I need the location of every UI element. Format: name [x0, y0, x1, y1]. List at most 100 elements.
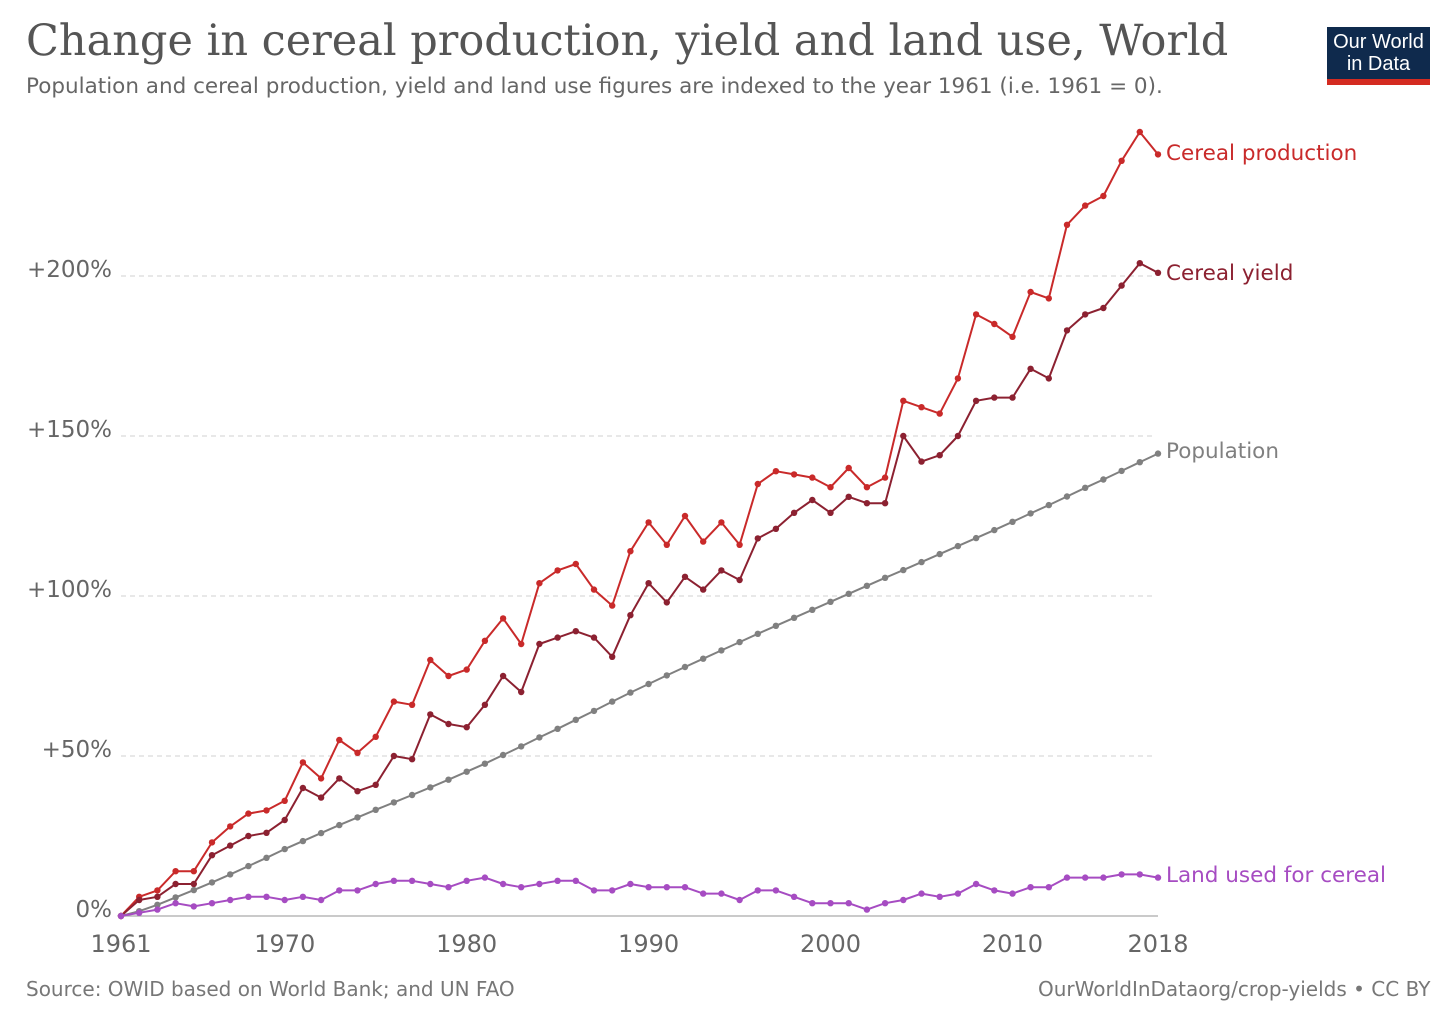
- data-point-cereal-production: [1063, 221, 1071, 228]
- data-point-cereal-production: [1027, 288, 1034, 296]
- data-point-cereal-production: [809, 474, 816, 481]
- data-point-cereal-production: [827, 484, 834, 491]
- data-point-population: [390, 799, 398, 806]
- data-point-land-used-for-cereal: [463, 877, 470, 884]
- data-point-land-used-for-cereal: [572, 877, 579, 884]
- owid-logo[interactable]: Our World in Data: [1327, 27, 1430, 85]
- data-point-cereal-yield: [936, 452, 943, 459]
- data-point-population: [463, 768, 470, 775]
- y-tick-label: +100%: [27, 577, 112, 603]
- data-point-land-used-for-cereal: [299, 893, 307, 900]
- data-point-cereal-yield: [972, 397, 980, 404]
- data-point-land-used-for-cereal: [590, 887, 598, 894]
- data-point-cereal-yield: [518, 688, 525, 696]
- data-point-cereal-production: [863, 484, 871, 491]
- data-point-cereal-yield: [881, 500, 889, 507]
- data-point-cereal-yield: [245, 832, 252, 840]
- data-point-cereal-production: [645, 519, 652, 526]
- data-point-population: [1063, 493, 1071, 500]
- data-point-land-used-for-cereal: [754, 887, 761, 894]
- data-point-population: [1118, 467, 1125, 475]
- series-line-cereal-production: [120, 131, 1159, 917]
- data-point-population: [991, 526, 998, 534]
- data-point-land-used-for-cereal: [281, 896, 288, 904]
- data-point-cereal-yield: [645, 580, 652, 587]
- data-point-cereal-yield: [1045, 375, 1053, 382]
- data-point-land-used-for-cereal: [390, 877, 398, 884]
- data-point-population: [499, 751, 507, 759]
- data-point-population: [590, 707, 598, 715]
- chart-title: Change in cereal production, yield and l…: [26, 16, 1229, 66]
- data-point-cereal-yield: [790, 509, 798, 516]
- data-point-land-used-for-cereal: [554, 877, 561, 884]
- data-point-cereal-yield: [991, 394, 998, 401]
- data-point-cereal-yield: [499, 672, 507, 680]
- data-point-cereal-yield: [299, 784, 307, 792]
- data-point-population: [154, 901, 161, 908]
- data-point-population: [609, 698, 616, 705]
- data-point-population: [354, 814, 361, 821]
- data-point-land-used-for-cereal: [427, 880, 434, 888]
- data-point-cereal-yield: [1136, 260, 1144, 267]
- data-point-land-used-for-cereal: [227, 896, 234, 904]
- data-point-land-used-for-cereal: [518, 884, 525, 891]
- data-point-land-used-for-cereal: [1009, 890, 1016, 897]
- data-point-land-used-for-cereal: [190, 903, 197, 910]
- data-point-population: [572, 716, 579, 723]
- data-point-population: [736, 638, 743, 646]
- data-point-cereal-yield: [809, 496, 816, 504]
- data-point-population: [1045, 501, 1053, 509]
- data-point-population: [809, 606, 816, 613]
- data-point-land-used-for-cereal: [263, 893, 270, 900]
- data-point-cereal-yield: [663, 599, 670, 606]
- data-point-cereal-yield: [827, 509, 834, 516]
- data-point-cereal-yield: [918, 458, 925, 465]
- x-tick-label: 2010: [982, 930, 1043, 958]
- data-point-cereal-yield: [1009, 394, 1016, 401]
- y-tick-label: +200%: [27, 257, 112, 283]
- data-point-cereal-yield: [572, 628, 579, 635]
- data-point-cereal-yield: [1118, 282, 1125, 289]
- data-point-cereal-yield: [445, 720, 452, 728]
- data-point-population: [427, 784, 434, 791]
- data-point-cereal-yield: [1082, 311, 1089, 318]
- data-point-cereal-yield: [718, 567, 725, 574]
- x-tick-label: 1990: [618, 930, 679, 958]
- data-point-cereal-yield: [681, 573, 689, 580]
- data-point-cereal-yield: [609, 653, 616, 660]
- data-point-population: [881, 574, 889, 581]
- data-point-population: [645, 680, 652, 688]
- data-point-cereal-production: [772, 468, 780, 475]
- data-point-population: [317, 829, 325, 837]
- data-point-cereal-production: [263, 807, 270, 814]
- data-point-population: [700, 655, 707, 662]
- data-point-cereal-production: [408, 701, 416, 708]
- data-point-population: [1100, 476, 1107, 483]
- data-point-cereal-production: [754, 480, 761, 488]
- data-point-cereal-yield: [700, 586, 707, 593]
- series-land-used-for-cereal: [117, 871, 1162, 920]
- data-point-cereal-yield: [317, 794, 325, 801]
- data-point-land-used-for-cereal: [499, 880, 507, 888]
- data-point-cereal-production: [1009, 333, 1016, 340]
- data-point-cereal-yield: [427, 711, 434, 718]
- data-point-cereal-production: [681, 512, 689, 520]
- data-point-cereal-production: [590, 586, 598, 593]
- data-point-cereal-yield: [1100, 304, 1107, 312]
- data-point-cereal-production: [609, 602, 616, 609]
- data-point-population: [918, 558, 925, 566]
- data-point-population: [754, 630, 761, 637]
- data-point-cereal-production: [536, 580, 543, 587]
- data-point-cereal-yield: [408, 756, 416, 763]
- data-point-cereal-yield: [900, 432, 907, 440]
- data-point-cereal-production: [1136, 128, 1144, 136]
- data-point-cereal-production: [936, 410, 943, 417]
- source-url-link[interactable]: OurWorldInDataorg/crop-yields • CC BY: [1038, 977, 1431, 1001]
- x-tick-label: 2018: [1127, 930, 1188, 958]
- data-point-land-used-for-cereal: [972, 880, 980, 888]
- data-point-land-used-for-cereal: [372, 880, 379, 888]
- data-point-population: [936, 550, 943, 558]
- data-point-cereal-production: [554, 567, 561, 574]
- data-point-cereal-production: [718, 519, 725, 526]
